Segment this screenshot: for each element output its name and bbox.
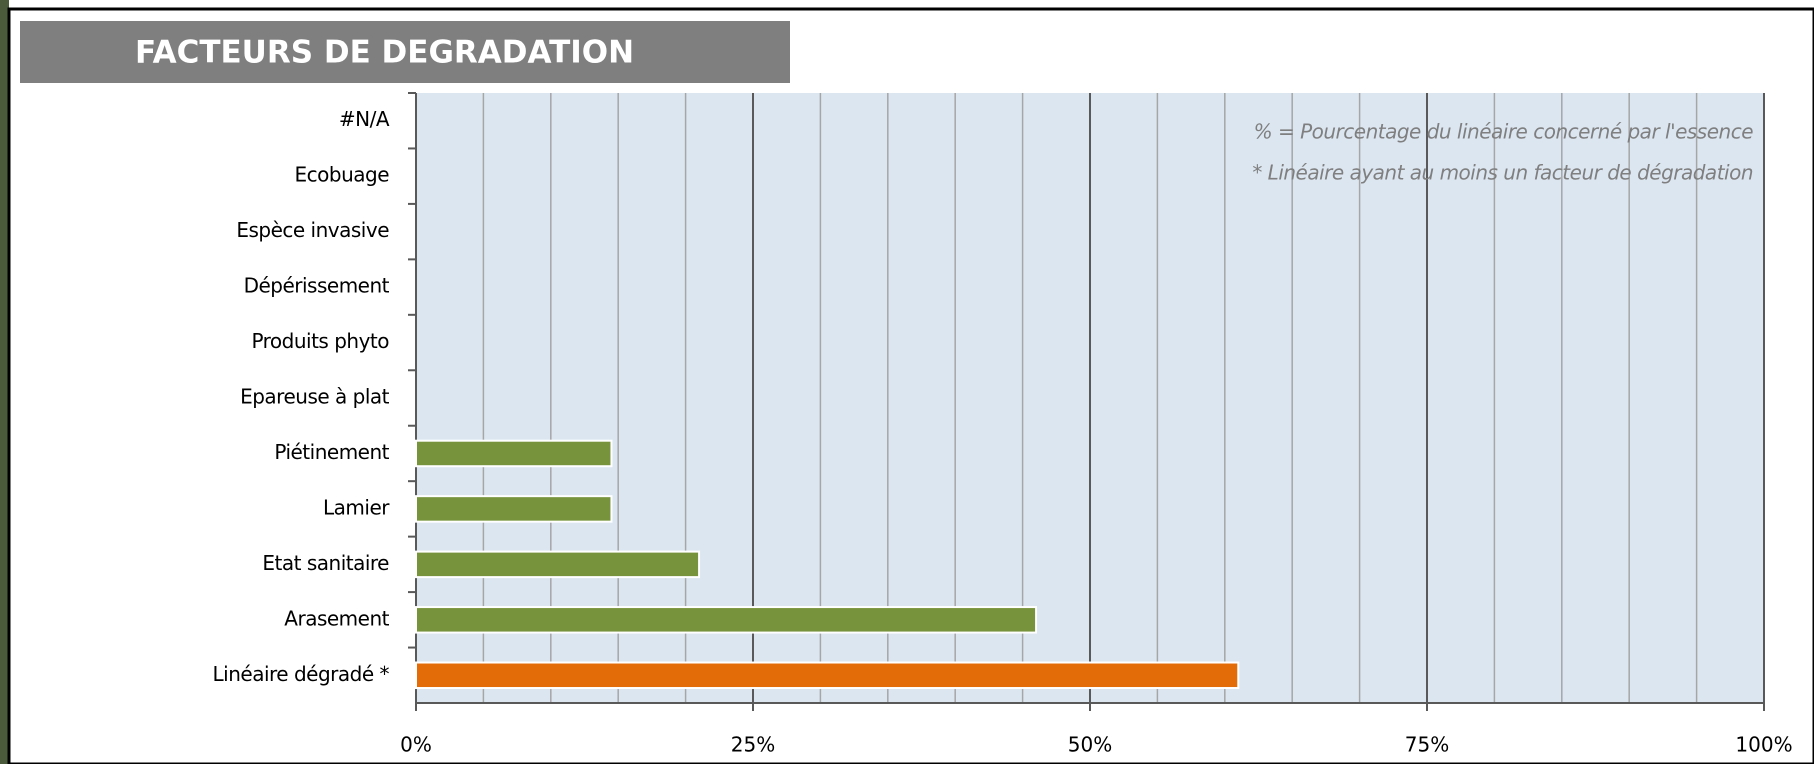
y-tick-label: Dépérissement <box>244 274 390 298</box>
y-tick-label: Arasement <box>284 606 389 630</box>
y-tick-label: Epareuse à plat <box>240 385 390 409</box>
bar <box>415 550 701 579</box>
annotation: % = Pourcentage du linéaire concerné par… <box>1254 120 1754 144</box>
x-tick-label: 50% <box>1068 733 1112 757</box>
y-tick-label: Lamier <box>323 495 390 519</box>
y-tick-label: #N/A <box>339 107 390 131</box>
x-tick-label: 100% <box>1735 733 1792 757</box>
bar <box>415 661 1240 690</box>
x-tick-label: 75% <box>1405 733 1449 757</box>
bar <box>415 495 613 523</box>
y-tick-label: Produits phyto <box>251 329 389 353</box>
chart-title: FACTEURS DE DEGRADATION <box>135 35 634 71</box>
x-tick-label: 0% <box>400 733 432 757</box>
y-tick-label: Linéaire dégradé * <box>213 662 390 686</box>
left-strip <box>0 0 9 764</box>
y-tick-label: Espèce invasive <box>236 218 389 242</box>
bar <box>415 606 1038 634</box>
x-tick-label: 25% <box>731 733 775 757</box>
bar <box>415 439 613 468</box>
y-tick-label: Ecobuage <box>295 163 390 187</box>
annotation: * Linéaire ayant au moins un facteur de … <box>1252 161 1753 185</box>
y-tick-label: Piétinement <box>274 440 389 464</box>
title-bar <box>20 21 790 83</box>
y-tick-label: Etat sanitaire <box>262 551 389 575</box>
